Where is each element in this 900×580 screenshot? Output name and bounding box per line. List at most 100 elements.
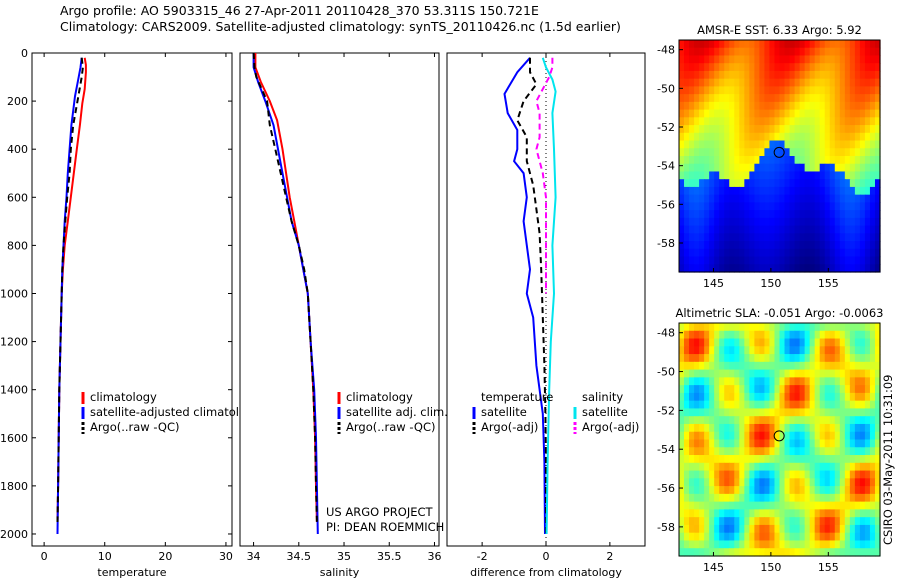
sst_map-cell bbox=[709, 140, 715, 149]
sst_map-cell bbox=[694, 117, 700, 126]
sla_map-cell bbox=[874, 392, 881, 402]
sla_map-cell bbox=[874, 361, 881, 371]
sst_map-cell bbox=[714, 55, 720, 64]
sla_map-cell bbox=[759, 478, 766, 487]
sla_map-cell bbox=[699, 447, 705, 456]
sla_map-cell bbox=[784, 548, 791, 557]
sla_map-cell bbox=[789, 501, 796, 510]
sst_map-cell bbox=[694, 248, 700, 258]
sla_map-cell bbox=[749, 462, 755, 472]
sla_map-cell bbox=[784, 540, 791, 549]
sst_map-cell bbox=[774, 241, 781, 250]
sst_map-cell bbox=[679, 40, 685, 49]
sla_map-cell bbox=[824, 524, 831, 534]
sla_map-cell bbox=[869, 447, 876, 456]
sst_map-cell bbox=[869, 179, 876, 188]
sst_map-cell bbox=[789, 86, 796, 95]
sst_map-cell bbox=[764, 163, 771, 173]
sst_map-cell bbox=[824, 163, 831, 173]
sla_map-cell bbox=[854, 439, 861, 448]
sst_map-cell bbox=[834, 78, 841, 87]
sst_map-cell bbox=[799, 186, 806, 196]
sst_map-cell bbox=[719, 264, 725, 273]
sst_map-cell bbox=[819, 63, 826, 72]
sst_map-cell bbox=[849, 47, 856, 57]
sst_map-cell bbox=[749, 256, 755, 265]
sst_map-cell bbox=[834, 217, 841, 227]
sla_map-cell bbox=[794, 548, 801, 557]
sst_map-cell bbox=[794, 148, 801, 157]
sla_map-cell bbox=[784, 385, 791, 394]
sla_map-cell bbox=[849, 524, 856, 534]
sla_map-cell bbox=[814, 439, 821, 448]
sst_map-ytick-label: -58 bbox=[657, 237, 675, 250]
sla_map-cell bbox=[709, 338, 715, 347]
sla_map-cell bbox=[764, 501, 771, 510]
sla_map-cell bbox=[714, 431, 720, 441]
sla_map-cell bbox=[689, 532, 695, 542]
sst_map-cell bbox=[864, 171, 871, 180]
sla_map-cell bbox=[729, 470, 735, 479]
sla_map-cell bbox=[699, 532, 705, 542]
sla_map-cell bbox=[719, 408, 725, 417]
sst_map-cell bbox=[694, 78, 700, 87]
sla_map-cell bbox=[809, 392, 816, 402]
sla_map-cell bbox=[709, 540, 715, 549]
sst_map-cell bbox=[774, 225, 781, 234]
sst_map-cell bbox=[869, 140, 876, 149]
sst_map-cell bbox=[764, 225, 771, 234]
sla_map-cell bbox=[769, 338, 776, 347]
sst_map-cell bbox=[684, 179, 690, 188]
sst_map-cell bbox=[854, 40, 861, 49]
sla_map-cell bbox=[844, 470, 851, 479]
sla_map-cell bbox=[809, 408, 816, 417]
sla_map-cell bbox=[859, 346, 866, 355]
sla_map-cell bbox=[704, 323, 710, 332]
sla_map-cell bbox=[789, 385, 796, 394]
sst_map-cell bbox=[769, 125, 776, 134]
sst_map-cell bbox=[714, 186, 720, 196]
sla_map-cell bbox=[854, 493, 861, 503]
sla_map-cell bbox=[689, 338, 695, 347]
sla_map-cell bbox=[724, 408, 730, 417]
sla_map-cell bbox=[694, 385, 700, 394]
sla_map-cell bbox=[829, 509, 836, 518]
sla_map-cell bbox=[739, 548, 745, 557]
sst_map-cell bbox=[869, 163, 876, 173]
sst_map-cell bbox=[839, 156, 846, 165]
sla_map-cell bbox=[809, 323, 816, 332]
sst_map-cell bbox=[844, 132, 851, 142]
sla_map-cell bbox=[799, 385, 806, 394]
sla_map-cell bbox=[764, 338, 771, 347]
sst_map-cell bbox=[714, 47, 720, 57]
sla_map-cell bbox=[854, 385, 861, 394]
sst_map-cell bbox=[774, 202, 781, 211]
sla_map-cell bbox=[779, 524, 786, 534]
sla_map-cell bbox=[824, 517, 831, 526]
sst_map-cell bbox=[789, 125, 796, 134]
sst_map-cell bbox=[699, 241, 705, 250]
sst_map-cell bbox=[739, 40, 745, 49]
salinity-series-line bbox=[252, 52, 318, 523]
sla_map-cell bbox=[744, 532, 750, 542]
sla_map-cell bbox=[709, 493, 715, 503]
sla_map-cell bbox=[789, 493, 796, 503]
sst_map-cell bbox=[844, 117, 851, 126]
sst_map-cell bbox=[704, 63, 710, 72]
sla_map-cell bbox=[869, 509, 876, 518]
sst_map-cell bbox=[729, 186, 735, 196]
sst_map-cell bbox=[854, 210, 861, 219]
sst_map-cell bbox=[699, 194, 705, 203]
sst_map-cell bbox=[819, 256, 826, 265]
sla_map-cell bbox=[859, 478, 866, 487]
sla_map-cell bbox=[749, 470, 755, 479]
sst_map-cell bbox=[819, 210, 826, 219]
sla_map-cell bbox=[799, 377, 806, 386]
sst_map-cell bbox=[834, 94, 841, 103]
sla_map-cell bbox=[704, 462, 710, 472]
sst_map-cell bbox=[814, 47, 821, 57]
sla_map-cell bbox=[789, 338, 796, 347]
sla_map-cell bbox=[719, 532, 725, 542]
sla_map-cell bbox=[744, 423, 750, 433]
sla_map-cell bbox=[719, 346, 725, 355]
